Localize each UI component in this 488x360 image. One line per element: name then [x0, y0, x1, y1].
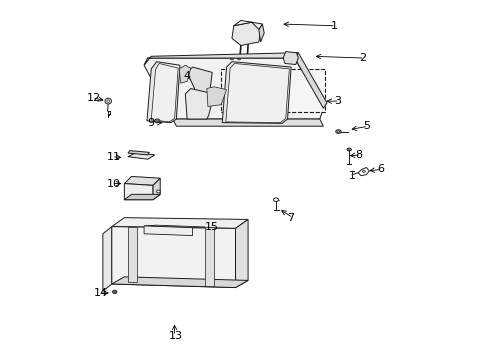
Ellipse shape — [156, 120, 158, 122]
Ellipse shape — [273, 198, 278, 202]
Text: 3: 3 — [333, 96, 341, 106]
Polygon shape — [124, 194, 160, 200]
Polygon shape — [144, 58, 323, 119]
Text: 8: 8 — [355, 150, 362, 160]
Polygon shape — [222, 62, 290, 123]
Text: 2: 2 — [359, 53, 366, 63]
Ellipse shape — [346, 148, 351, 151]
Polygon shape — [258, 24, 264, 42]
Polygon shape — [102, 226, 112, 291]
Polygon shape — [172, 119, 323, 126]
Polygon shape — [225, 63, 289, 123]
Ellipse shape — [237, 58, 240, 60]
Ellipse shape — [105, 98, 111, 104]
Polygon shape — [144, 53, 298, 65]
Text: 4: 4 — [183, 71, 190, 81]
Polygon shape — [112, 226, 235, 288]
Polygon shape — [128, 153, 155, 159]
Polygon shape — [151, 63, 178, 122]
Ellipse shape — [230, 58, 233, 60]
Polygon shape — [185, 89, 214, 119]
Polygon shape — [112, 277, 247, 288]
Polygon shape — [233, 21, 262, 30]
Ellipse shape — [336, 131, 339, 132]
Text: 11: 11 — [106, 152, 120, 162]
Ellipse shape — [113, 291, 116, 293]
Polygon shape — [228, 94, 234, 99]
Text: 10: 10 — [106, 179, 120, 189]
Polygon shape — [124, 184, 153, 200]
Text: 7: 7 — [287, 213, 294, 222]
Text: 9: 9 — [147, 118, 155, 128]
Polygon shape — [235, 220, 247, 288]
Text: 5: 5 — [362, 121, 369, 131]
Text: 6: 6 — [376, 164, 384, 174]
Polygon shape — [263, 93, 268, 98]
Polygon shape — [204, 227, 214, 286]
FancyBboxPatch shape — [221, 69, 325, 112]
Text: 12: 12 — [86, 93, 101, 103]
Ellipse shape — [155, 119, 160, 123]
Polygon shape — [128, 150, 149, 155]
Polygon shape — [206, 87, 226, 107]
Polygon shape — [231, 22, 260, 45]
Polygon shape — [243, 93, 249, 98]
Text: 15: 15 — [204, 222, 219, 231]
Polygon shape — [144, 226, 192, 235]
Polygon shape — [147, 62, 180, 123]
Polygon shape — [124, 176, 160, 185]
Ellipse shape — [347, 149, 349, 150]
Polygon shape — [187, 67, 212, 116]
Ellipse shape — [112, 290, 117, 293]
Polygon shape — [357, 167, 368, 176]
Polygon shape — [128, 226, 137, 282]
Ellipse shape — [106, 100, 109, 102]
Polygon shape — [144, 225, 204, 228]
Text: 14: 14 — [94, 288, 108, 298]
Ellipse shape — [362, 170, 365, 172]
Polygon shape — [283, 51, 298, 64]
Polygon shape — [277, 94, 283, 99]
Text: 13: 13 — [169, 331, 183, 341]
Polygon shape — [153, 178, 160, 200]
Polygon shape — [179, 65, 190, 83]
Polygon shape — [294, 53, 326, 108]
Polygon shape — [112, 218, 247, 228]
Ellipse shape — [335, 130, 341, 134]
Text: 1: 1 — [330, 21, 337, 31]
Ellipse shape — [156, 190, 160, 193]
